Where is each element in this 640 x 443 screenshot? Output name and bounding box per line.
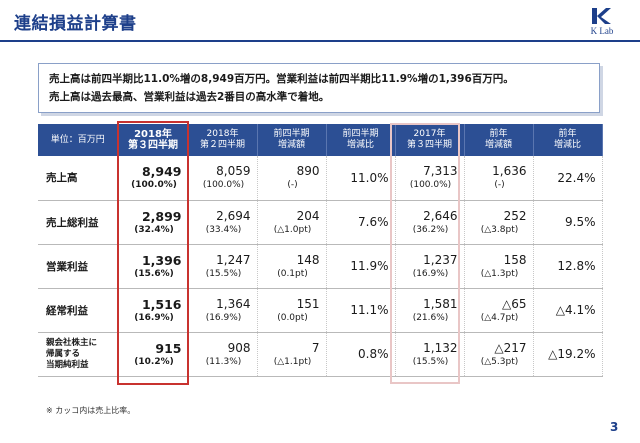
unit-label: 単位：百万円: [38, 124, 119, 156]
cell-yoy-rate: △4.1%: [533, 288, 603, 333]
table-row: 経常利益 1,516 (16.9%) 1,364 (16.9%) 151 (0.0pt…: [38, 288, 603, 333]
cell-qoq-rate: 11.1%: [326, 288, 396, 333]
cell-2018-q2: 1,364 (16.9%): [188, 288, 258, 333]
cell-2018-q2: 8,059 (100.0%): [188, 156, 258, 201]
table-header-row: 単位：百万円 2018年 第３四半期 2018年 第２四半期 前四半期 増減額 前四半…: [38, 124, 603, 156]
summary-box: 売上高は前四半期比11.0%増の8,949百万円。営業利益は前四半期比11.9%…: [38, 63, 600, 113]
klab-logo: K Lab: [578, 6, 626, 38]
cell-qoq-rate: 11.9%: [326, 244, 396, 289]
title-divider: [0, 40, 640, 42]
page-number: 3: [610, 420, 619, 434]
cell-qoq-rate: 7.6%: [326, 200, 396, 245]
cell-yoy-diff: △217 (△5.3pt): [464, 332, 534, 377]
row-label: 親会社株主に 帰属する 当期純利益: [38, 332, 119, 377]
cell-2017-q3: 2,646 (36.2%): [395, 200, 465, 245]
cell-2018-q3: 8,949 (100.0%): [118, 156, 189, 201]
cell-qoq-diff: 890 (-): [257, 156, 327, 201]
col-header-2018-q2: 2018年 第２四半期: [188, 124, 258, 156]
logo-text: K Lab: [590, 26, 614, 36]
cell-yoy-diff: 158 (△1.3pt): [464, 244, 534, 289]
table-row: 売上総利益 2,899 (32.4%) 2,694 (33.4%) 204 (△1.0…: [38, 200, 603, 245]
cell-yoy-rate: 9.5%: [533, 200, 603, 245]
page-title: 連結損益計算書: [14, 14, 137, 34]
cell-2018-q2: 2,694 (33.4%): [188, 200, 258, 245]
cell-qoq-diff: 204 (△1.0pt): [257, 200, 327, 245]
cell-2017-q3: 1,132 (15.5%): [395, 332, 465, 377]
row-label: 売上高: [38, 156, 119, 201]
cell-2018-q3: 1,396 (15.6%): [118, 244, 189, 289]
cell-yoy-rate: △19.2%: [533, 332, 603, 377]
row-label: 経常利益: [38, 288, 119, 333]
cell-2018-q2: 1,247 (15.5%): [188, 244, 258, 289]
cell-qoq-diff: 151 (0.0pt): [257, 288, 327, 333]
cell-yoy-rate: 12.8%: [533, 244, 603, 289]
summary-line-1: 売上高は前四半期比11.0%増の8,949百万円。営業利益は前四半期比11.9%…: [49, 73, 514, 85]
col-header-2018-q3: 2018年 第３四半期: [118, 124, 189, 156]
col-header-qoq-rate: 前四半期 増減比: [326, 124, 396, 156]
table-row: 売上高 8,949 (100.0%) 8,059 (100.0%) 890 (-) 1…: [38, 156, 603, 201]
footnote: ※ カッコ内は売上比率。: [46, 406, 136, 415]
cell-qoq-diff: 148 (0.1pt): [257, 244, 327, 289]
cell-yoy-diff: 1,636 (-): [464, 156, 534, 201]
cell-2017-q3: 1,581 (21.6%): [395, 288, 465, 333]
col-header-2017-q3: 2017年 第３四半期: [395, 124, 465, 156]
cell-2018-q2: 908 (11.3%): [188, 332, 258, 377]
cell-qoq-rate: 11.0%: [326, 156, 396, 201]
cell-yoy-rate: 22.4%: [533, 156, 603, 201]
summary-line-2: 売上高は過去最高、営業利益は過去2番目の高水準で着地。: [49, 91, 330, 103]
col-header-yoy-diff: 前年 増減額: [464, 124, 534, 156]
col-header-qoq-diff: 前四半期 増減額: [257, 124, 327, 156]
cell-yoy-diff: 252 (△3.8pt): [464, 200, 534, 245]
row-label: 営業利益: [38, 244, 119, 289]
cell-2017-q3: 1,237 (16.9%): [395, 244, 465, 289]
row-label: 売上総利益: [38, 200, 119, 245]
table-row: 親会社株主に 帰属する 当期純利益 915 (10.2%) 908 (11.3%) 7(…: [38, 332, 603, 377]
klab-logo-icon: [592, 8, 611, 24]
col-header-yoy-rate: 前年 増減比: [533, 124, 603, 156]
cell-2018-q3: 1,516 (16.9%): [118, 288, 189, 333]
cell-qoq-rate: 0.8%: [326, 332, 396, 377]
income-statement-table: 単位：百万円 2018年 第３四半期 2018年 第２四半期 前四半期 増減額 前四半…: [38, 124, 603, 377]
cell-2018-q3: 915 (10.2%): [118, 332, 189, 377]
cell-qoq-diff: 7 (△1.1pt): [257, 332, 327, 377]
cell-yoy-diff: △65 (△4.7pt): [464, 288, 534, 333]
cell-2018-q3: 2,899 (32.4%): [118, 200, 189, 245]
table-row: 営業利益 1,396 (15.6%) 1,247 (15.5%) 148 (0.1pt…: [38, 244, 603, 289]
cell-2017-q3: 7,313 (100.0%): [395, 156, 465, 201]
